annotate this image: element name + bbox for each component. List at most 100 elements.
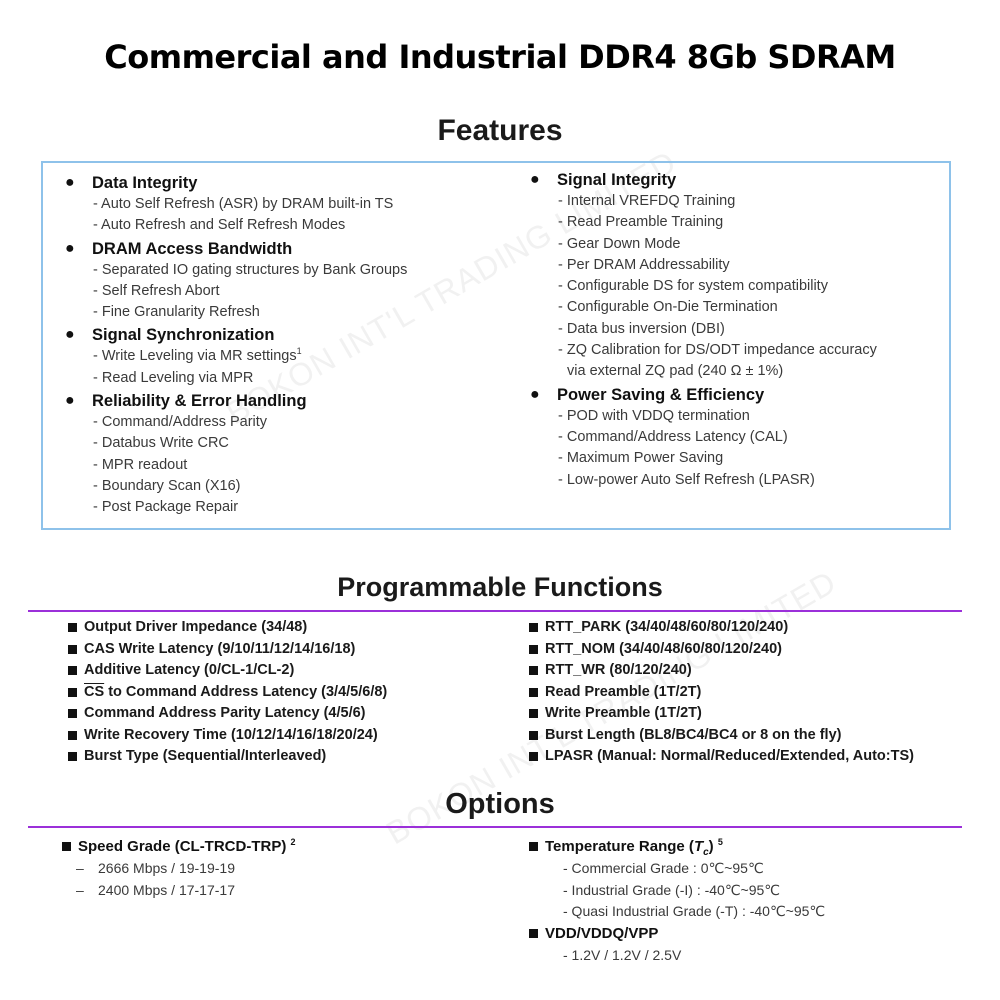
option-title-voltage: VDD/VDDQ/VPP bbox=[529, 923, 825, 945]
option-item: - Quasi Industrial Grade (-T) : -40℃~95℃ bbox=[563, 903, 826, 919]
programmable-left-list: Output Driver Impedance (34/48) CAS Writ… bbox=[68, 617, 387, 768]
cs-signal-label: CS bbox=[84, 683, 105, 700]
square-bullet-icon bbox=[68, 623, 77, 632]
function-item: Command Address Parity Latency (4/5/6) bbox=[68, 703, 387, 725]
feature-group: ● DRAM Access Bandwidth - Separated IO ga… bbox=[65, 238, 408, 324]
function-item: RTT_WR (80/120/240) bbox=[529, 660, 914, 682]
feature-item: - Low-power Auto Self Refresh (LPASR) bbox=[558, 471, 815, 488]
square-bullet-icon bbox=[529, 666, 538, 675]
function-item: Write Preamble (1T/2T) bbox=[529, 703, 914, 725]
feature-group-title: Data Integrity bbox=[92, 174, 198, 192]
feature-item: - Gear Down Mode bbox=[558, 235, 681, 252]
feature-item: - Self Refresh Abort bbox=[93, 282, 220, 299]
feature-item: - Auto Refresh and Self Refresh Modes bbox=[93, 217, 346, 234]
feature-item: - Internal VREFDQ Training bbox=[558, 193, 736, 209]
square-bullet-icon bbox=[529, 644, 538, 654]
feature-group: ● Power Saving & Efficiency - POD with VD… bbox=[530, 384, 877, 491]
footnote-marker: 5 bbox=[717, 837, 723, 847]
function-item: Read Preamble (1T/2T) bbox=[529, 682, 914, 704]
features-heading: Features bbox=[437, 114, 563, 147]
feature-group-title: Reliability & Error Handling bbox=[92, 392, 307, 411]
feature-item: - Data bus inversion (DBI) bbox=[558, 320, 725, 337]
programmable-functions-heading: Programmable Functions bbox=[337, 572, 663, 602]
feature-item: - Read Preamble Training bbox=[558, 214, 724, 231]
option-title-speed-grade: Speed Grade (CL-TRCD-TRP) 2 bbox=[62, 836, 296, 858]
option-item: –2666 Mbps / 19-19-19 bbox=[76, 860, 235, 876]
square-bullet-icon bbox=[529, 730, 538, 740]
option-item: - Commercial Grade : 0℃~95℃ bbox=[563, 860, 764, 876]
feature-item: - Write Leveling via MR settings1 bbox=[93, 346, 302, 365]
options-right-column: Temperature Range (Tc) 5 - Commercial Gr… bbox=[529, 836, 825, 966]
function-item: Additive Latency (0/CL-1/CL-2) bbox=[68, 660, 387, 682]
square-bullet-icon bbox=[68, 644, 77, 654]
square-bullet-icon bbox=[529, 623, 538, 632]
programmable-right-list: RTT_PARK (34/40/48/60/80/120/240) RTT_NO… bbox=[529, 617, 914, 768]
square-bullet-icon bbox=[529, 687, 538, 697]
square-bullet-icon bbox=[529, 752, 538, 761]
feature-group: ● Signal Integrity - Internal VREFDQ Trai… bbox=[530, 169, 877, 383]
option-item: - 1.2V / 1.2V / 2.5V bbox=[563, 946, 682, 963]
feature-item: - MPR readout bbox=[93, 456, 188, 473]
square-bullet-icon bbox=[529, 928, 538, 938]
feature-group: ● Signal Synchronization - Write Leveling… bbox=[65, 324, 407, 389]
function-item: Burst Length (BL8/BC4/BC4 or 8 on the fl… bbox=[529, 725, 914, 747]
square-bullet-icon bbox=[68, 666, 77, 675]
options-left-column: Speed Grade (CL-TRCD-TRP) 2 –2666 Mbps /… bbox=[62, 836, 296, 901]
square-bullet-icon bbox=[68, 709, 77, 718]
bullet-icon: ● bbox=[530, 385, 540, 403]
footnote-marker: 2 bbox=[290, 837, 296, 847]
feature-group-title: Signal Integrity bbox=[557, 171, 677, 189]
feature-item: - Databus Write CRC bbox=[93, 435, 229, 452]
feature-group: ● Data Integrity - Auto Self Refresh (ASR… bbox=[65, 172, 407, 237]
function-item: Output Driver Impedance (34/48) bbox=[68, 617, 387, 639]
feature-group-title: Signal Synchronization bbox=[92, 326, 275, 345]
feature-item: - Read Leveling via MPR bbox=[93, 369, 254, 386]
options-heading: Options bbox=[445, 788, 555, 820]
function-item: RTT_PARK (34/40/48/60/80/120/240) bbox=[529, 617, 914, 639]
square-bullet-icon bbox=[68, 730, 77, 740]
section-divider bbox=[28, 826, 962, 828]
feature-item: - Per DRAM Addressability bbox=[558, 256, 730, 273]
feature-group: ● Reliability & Error Handling - Command/… bbox=[65, 390, 407, 518]
footnote-marker: 1 bbox=[296, 346, 302, 357]
feature-item: - Command/Address Latency (CAL) bbox=[558, 428, 788, 445]
feature-item: - Separated IO gating structures by Bank… bbox=[93, 261, 408, 278]
square-bullet-icon bbox=[529, 842, 538, 851]
square-bullet-icon bbox=[68, 752, 77, 761]
function-item: LPASR (Manual: Normal/Reduced/Extended, … bbox=[529, 746, 914, 768]
bullet-icon: ● bbox=[65, 239, 75, 257]
function-item: Burst Type (Sequential/Interleaved) bbox=[68, 746, 387, 768]
function-item: RTT_NOM (34/40/48/60/80/120/240) bbox=[529, 639, 914, 661]
features-box bbox=[41, 161, 951, 530]
section-divider bbox=[28, 610, 962, 612]
square-bullet-icon bbox=[62, 842, 71, 851]
function-item: CS to Command Address Latency (3/4/5/6/8… bbox=[68, 682, 387, 704]
feature-item: - Configurable On-Die Termination bbox=[558, 299, 778, 316]
function-item: CAS Write Latency (9/10/11/12/14/16/18) bbox=[68, 639, 387, 661]
feature-group-title: DRAM Access Bandwidth bbox=[92, 239, 293, 258]
square-bullet-icon bbox=[68, 687, 77, 697]
features-right-column: ● Signal Integrity - Internal VREFDQ Trai… bbox=[530, 169, 877, 492]
option-title-temperature: Temperature Range (Tc) 5 bbox=[529, 836, 825, 858]
feature-group-title: Power Saving & Efficiency bbox=[557, 385, 765, 404]
feature-item: - Post Package Repair bbox=[93, 499, 239, 516]
feature-item-continuation: via external ZQ pad (240 Ω ± 1%) bbox=[567, 363, 784, 380]
feature-item: - Fine Granularity Refresh bbox=[93, 304, 260, 321]
page-title: Commercial and Industrial DDR4 8Gb SDRAM bbox=[104, 38, 896, 76]
feature-item: - ZQ Calibration for DS/ODT impedance ac… bbox=[558, 342, 877, 359]
bullet-icon: ● bbox=[65, 326, 75, 344]
square-bullet-icon bbox=[529, 709, 538, 718]
bullet-icon: ● bbox=[530, 171, 540, 188]
feature-item: - Auto Self Refresh (ASR) by DRAM built-… bbox=[93, 196, 394, 212]
bullet-icon: ● bbox=[65, 392, 75, 410]
feature-item: - Maximum Power Saving bbox=[558, 450, 724, 467]
feature-item: - Boundary Scan (X16) bbox=[93, 477, 241, 494]
features-left-column: ● Data Integrity - Auto Self Refresh (ASR… bbox=[65, 172, 408, 520]
feature-item: - POD with VDDQ termination bbox=[558, 407, 750, 424]
feature-item: - Configurable DS for system compatibili… bbox=[558, 278, 828, 295]
option-item: - Industrial Grade (-I) : -40℃~95℃ bbox=[563, 881, 781, 898]
option-item: –2400 Mbps / 17-17-17 bbox=[76, 881, 235, 898]
bullet-icon: ● bbox=[65, 174, 75, 191]
function-item: Write Recovery Time (10/12/14/16/18/20/2… bbox=[68, 725, 387, 747]
feature-item: - Command/Address Parity bbox=[93, 414, 268, 431]
